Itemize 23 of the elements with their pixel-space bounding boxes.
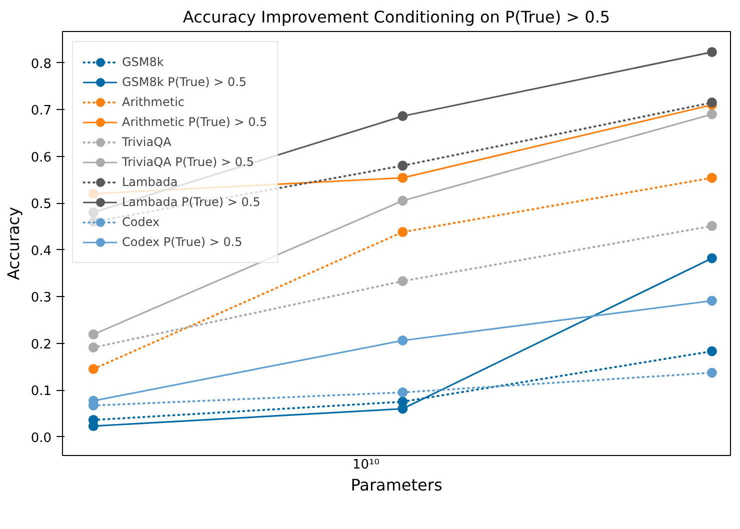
text: 10¹⁰ [352,458,380,472]
y-tick-label: 0.0 [30,430,52,446]
legend-label: GSM8k P(True) > 0.5 [122,74,247,91]
chart-title: Accuracy Improvement Conditioning on P(True) > 0.5 [182,8,610,26]
legend-label: Lambada [122,174,178,191]
y-tick-label: 0.8 [30,56,52,72]
y-tick-label: 0.6 [30,150,52,166]
x-axis-title: Parameters [350,476,442,494]
y-tick-label: 0.3 [30,290,52,306]
legend-label: Lambada P(True) > 0.5 [122,194,260,211]
legend-label: TriviaQA [122,134,172,151]
y-tick-label: 0.4 [30,244,52,259]
y-tick-label: 0.2 [30,337,52,352]
y-axis-title: Accuracy [4,206,23,280]
legend-label: GSM8k [122,54,164,71]
legend-label: Arithmetic [122,94,184,111]
legend-label: Codex P(True) > 0.5 [122,234,242,251]
legend-label: Codex [122,214,160,231]
y-tick-label: 0.1 [30,384,52,400]
legend-label: TriviaQA P(True) > 0.5 [122,154,254,171]
y-tick-label: 0.7 [30,104,52,119]
y-tick-label: 0.5 [30,197,52,212]
legend-label: Arithmetic P(True) > 0.5 [122,114,268,131]
